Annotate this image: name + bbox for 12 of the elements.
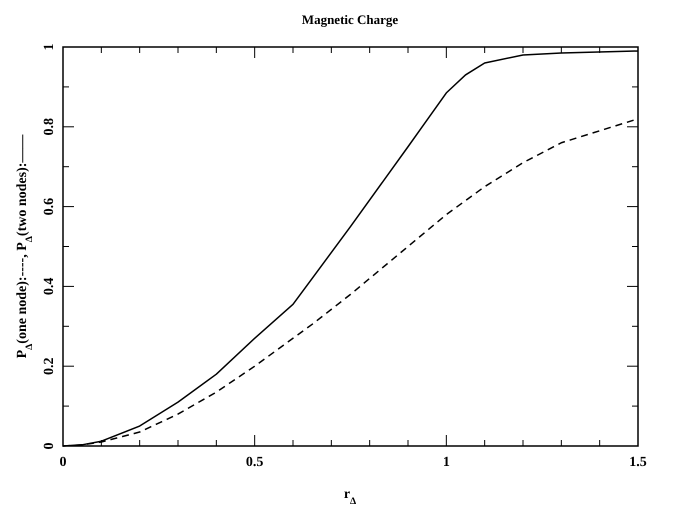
x-tick-label: 0.5 bbox=[246, 455, 264, 470]
y-tick-label: 0.6 bbox=[42, 198, 57, 216]
x-axis-title: r$_{Δ}$ bbox=[344, 487, 356, 506]
y-tick-label: 1 bbox=[42, 44, 57, 50]
y-tick-label: 0.2 bbox=[42, 357, 57, 375]
y-tick-label: 0 bbox=[42, 442, 57, 450]
x-tick-label: 0 bbox=[60, 455, 66, 470]
chart-title: Magnetic Charge bbox=[302, 12, 398, 27]
x-tick-label: 1.5 bbox=[629, 455, 647, 470]
y-tick-label: 0.4 bbox=[42, 278, 57, 296]
y-tick-label: 0.8 bbox=[42, 118, 57, 136]
x-tick-label: 1 bbox=[442, 455, 450, 470]
